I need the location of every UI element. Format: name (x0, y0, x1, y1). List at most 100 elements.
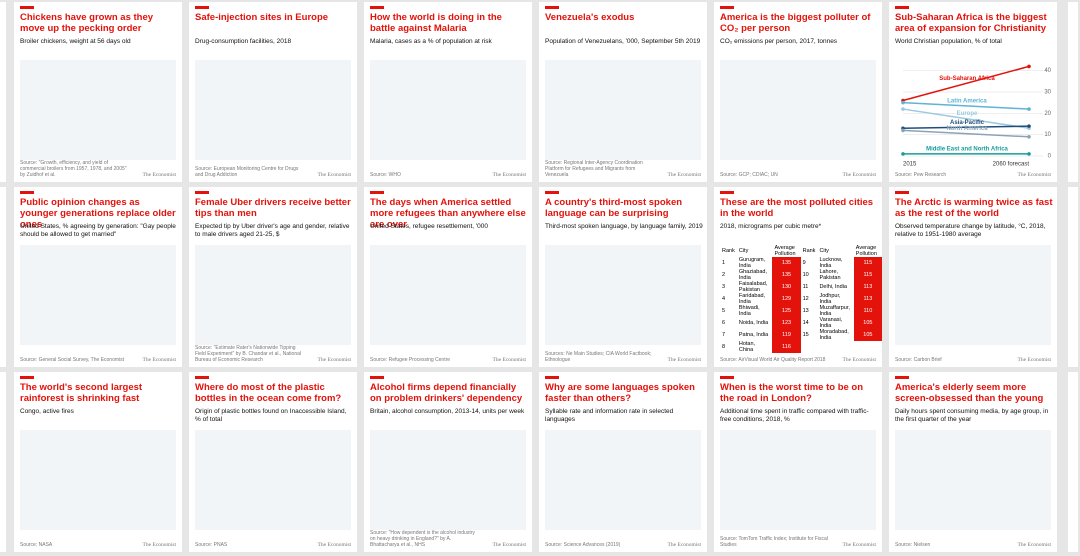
logo: The Economist (492, 172, 526, 178)
card-subtitle: Population of Venezuelans, '000, Septemb… (545, 38, 701, 45)
point (901, 100, 905, 105)
card-title: The world's second largest rainforest is… (20, 382, 143, 404)
table-cell: 130 (772, 281, 801, 293)
accent-bar (195, 6, 209, 9)
plot-area (195, 430, 351, 530)
card-subtitle: Broiler chickens, weight at 56 days old (20, 38, 131, 45)
header-row: Rank City Average Pollution Rank City Average… (720, 245, 882, 257)
point (1027, 152, 1031, 156)
card-subtitle: Observed temperature change by latitude,… (895, 223, 1046, 238)
series-line (902, 65, 1030, 102)
table-cell: 7 (722, 332, 726, 338)
chart-card: The Arctic is warming twice as fast as t… (889, 187, 1057, 367)
header-cell: City (819, 248, 829, 254)
chart-card: Female Uber drivers receive better tips … (189, 187, 357, 367)
series-label: Middle East and North Africa (926, 146, 1008, 152)
source-note: Source: Pew Research (895, 172, 947, 178)
logo: The Economist (492, 357, 526, 363)
table-cell: 123 (772, 317, 801, 329)
source-note: Source: NASA (20, 542, 53, 548)
y-tick-label: 20 (1044, 111, 1051, 117)
accent-bar (370, 6, 384, 9)
source-note: Source: Refugee Processing Centre (370, 357, 451, 363)
card-subtitle: 2018, micrograms per cubic metre* (720, 223, 822, 230)
card-title: Safe-injection sites in Europe (195, 12, 329, 23)
table-cell: Gurugram, India (738, 257, 766, 269)
card-subtitle: Congo, active fires (20, 408, 74, 415)
card-title: Chickens have grown as they move up the … (20, 12, 154, 34)
partial-card (1068, 372, 1078, 552)
point (1027, 124, 1031, 128)
chart-card: Venezuela's exodus Population of Venezuel… (539, 2, 707, 182)
table-cell: 116 (772, 341, 801, 353)
table-cell: 3 (722, 284, 726, 290)
plot-area (545, 430, 701, 530)
plot-area (545, 245, 701, 345)
source-note: Source: "Estimate Rater's Nationwide Tip… (195, 345, 301, 363)
table-cell: Moradabad, India (819, 329, 849, 341)
source-note: Source: AirVisual World Air Quality Repo… (720, 357, 826, 363)
table-cell: 115 (853, 257, 882, 269)
table-cell: Patna, India (738, 332, 769, 338)
point (1027, 64, 1031, 69)
logo: The Economist (317, 172, 351, 178)
table-cell: 4 (722, 296, 726, 302)
table-cell: Bhiwadi, India (738, 305, 760, 317)
accent-bar (720, 191, 734, 194)
series-label: Sub-Saharan Africa (939, 76, 995, 82)
card-title: America is the biggest polluter of CO₂ p… (720, 12, 871, 34)
table-cell: 119 (772, 329, 801, 341)
table-cell: 105 (853, 317, 882, 329)
table-cell: 105 (853, 329, 882, 341)
card-subtitle: Drug-consumption facilities, 2018 (195, 38, 292, 45)
accent-bar (720, 376, 734, 379)
card-subtitle: Syllable rate and information rate in se… (545, 408, 674, 423)
table-cell: Noida, India (738, 320, 769, 326)
card-title: When is the worst time to be on the road… (720, 382, 864, 404)
plot-area (545, 60, 701, 160)
source-note: Source: Science Advances (2019) (545, 542, 621, 548)
series-label: Latin America (947, 98, 987, 104)
card-subtitle: Expected tip by Uber driver's age and ge… (195, 223, 350, 238)
chart-card: A country's third-most spoken language c… (539, 187, 707, 367)
chart-card: When is the worst time to be on the road… (714, 372, 882, 552)
plot-area (20, 60, 176, 160)
series-line (902, 129, 1030, 138)
logo: The Economist (1017, 172, 1051, 178)
y-tick-label: 0 (1048, 154, 1052, 160)
table-row: 3 Faisalabad, Pakistan 130 11 Delhi, India 11… (720, 281, 882, 293)
table-cell: Jodhpur, India (819, 293, 841, 305)
partial-card (0, 372, 6, 552)
chart-card: Alcohol firms depend financially on prob… (364, 372, 532, 552)
table-cell: 12 (802, 296, 809, 302)
source-note: Sources: Ne Main Studies; CIA World Fact… (545, 351, 652, 363)
table-row: 6 Noida, India 123 14 Varanasi, India 105 (720, 317, 882, 329)
source-note: Source: "Growth, efficiency, and yield o… (20, 160, 127, 178)
table-cell: 129 (772, 293, 801, 305)
plot-area (370, 430, 526, 530)
point (1027, 107, 1031, 111)
accent-bar (895, 6, 909, 9)
table-cell: Varanasi, India (819, 317, 843, 329)
card-title: A country's third-most spoken language c… (545, 197, 683, 219)
table-cell: Delhi, India (819, 284, 847, 290)
partial-card (1068, 2, 1078, 182)
plot-area (195, 60, 351, 160)
table-cell: 125 (772, 305, 801, 317)
source-note: Source: TomTom Traffic Index; Institute … (720, 536, 828, 548)
card-title: Sub-Saharan Africa is the biggest area o… (895, 12, 1047, 34)
table-cell: Muzaffarpur, India (819, 305, 850, 317)
card-title: Public opinion changes as younger genera… (20, 197, 176, 230)
table-row: 7 Patna, India 119 15 Moradabad, India 105 (720, 329, 882, 341)
y-tick-label: 40 (1044, 68, 1051, 74)
table-cell: 14 (802, 320, 809, 326)
chart-card: America is the biggest polluter of CO₂ p… (714, 2, 882, 182)
card-subtitle: CO₂ emissions per person, 2017, tonnes (720, 38, 838, 45)
source-note: Source: GCP; CDIAC; UN (720, 172, 778, 178)
accent-bar (20, 191, 34, 194)
accent-bar (370, 376, 384, 379)
card-subtitle: Daily hours spent consuming media, by ag… (895, 408, 1049, 423)
header-cell: Rank (722, 248, 735, 254)
card-title: Why are some languages spoken faster tha… (545, 382, 695, 404)
